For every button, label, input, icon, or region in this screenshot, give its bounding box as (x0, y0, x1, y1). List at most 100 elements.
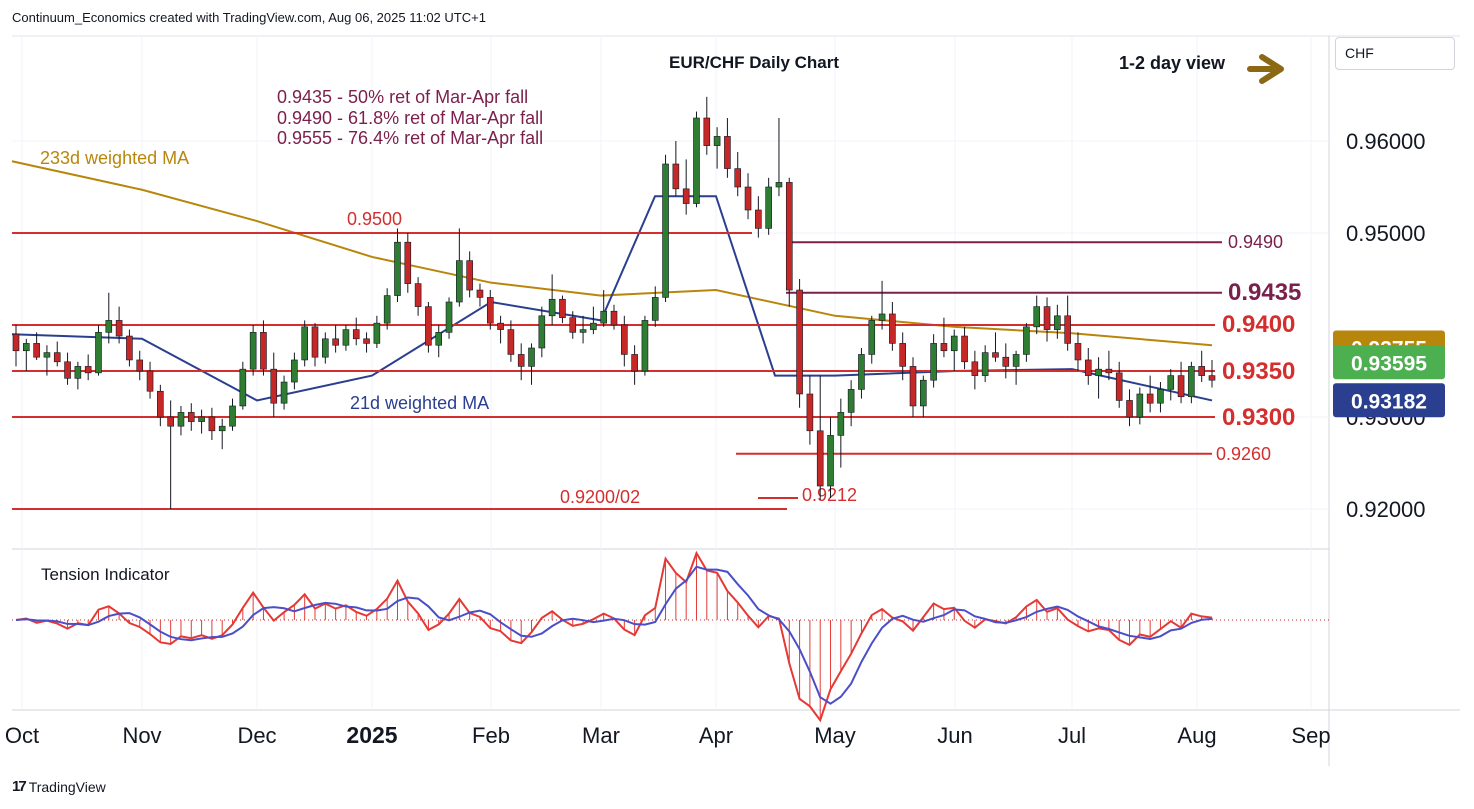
moving-averages (11, 160, 1213, 402)
candle-body (528, 347, 535, 367)
candle-body (909, 366, 917, 407)
candle-body (559, 298, 566, 318)
candle-body (466, 260, 473, 291)
candle-body (105, 320, 113, 333)
time-tick-label: Apr (699, 723, 733, 748)
candle-body (1095, 368, 1102, 376)
candle-body (889, 313, 896, 344)
price-badge (1333, 383, 1445, 418)
candle-body (517, 354, 525, 367)
candle-body (1084, 359, 1092, 376)
candle-body (641, 320, 649, 372)
candle-body (662, 163, 669, 298)
candle-body (1012, 354, 1020, 367)
time-tick-label: Nov (122, 723, 161, 748)
level-label: 0.9200/02 (560, 487, 640, 507)
candle-body (239, 368, 247, 407)
candle-body (961, 335, 968, 363)
candle-body (270, 368, 278, 404)
candle-body (878, 313, 886, 321)
chart-attribution: Continuum_Economics created with Trading… (12, 10, 486, 25)
candle-body (755, 209, 762, 229)
candle-body (785, 182, 793, 291)
candle-body (930, 343, 937, 381)
candle-body (806, 393, 814, 432)
candle-body (1126, 400, 1133, 418)
level-lines: 0.9500 0.9490 0.9435 0.9400 0.9350 0.9300 0.92… (12, 209, 1301, 510)
candle-body (394, 241, 401, 296)
tradingview-footer[interactable]: 17 TradingView (12, 778, 106, 795)
time-tick-label: Jun (937, 723, 972, 748)
candle-body (816, 430, 824, 487)
candle-body (538, 315, 546, 349)
time-tick-label: 2025 (346, 722, 397, 748)
candle-body (548, 298, 556, 317)
level-label: 0.9490 (1228, 232, 1283, 252)
price-tick-label: 0.96000 (1346, 129, 1426, 154)
candle-body (126, 335, 133, 361)
candle-body (218, 425, 226, 432)
candle-body (1188, 366, 1195, 398)
candle-body (198, 416, 205, 422)
candle-body (827, 435, 834, 487)
view-note: 1-2 day view (1119, 53, 1226, 73)
candle-body (971, 361, 979, 376)
candle-body (1136, 393, 1144, 418)
candle-body (43, 352, 51, 358)
candle-body (1002, 356, 1010, 367)
candle-body (507, 329, 515, 355)
candle-body (590, 322, 597, 330)
candle-body (847, 389, 855, 413)
candle-body (950, 335, 958, 352)
time-tick-label: May (814, 723, 856, 748)
level-label: 0.9260 (1216, 444, 1271, 464)
candle-body (249, 332, 257, 370)
candle-body (724, 136, 731, 169)
candle-body (291, 359, 298, 383)
chart-title: EUR/CHF Daily Chart (669, 53, 839, 72)
candle-body (631, 354, 638, 372)
candle-body (1115, 372, 1123, 401)
ma233-label: 233d weighted MA (40, 148, 189, 168)
candle-body (682, 188, 690, 204)
candle-body (775, 182, 783, 188)
level-label: 0.9350 (1222, 358, 1295, 385)
candle-body (858, 354, 865, 390)
candles (12, 96, 1216, 509)
time-tick-label: Sep (1291, 723, 1330, 748)
candle-body (1198, 366, 1205, 376)
candle-body (311, 326, 319, 358)
tradingview-logo-icon: 17 (12, 778, 27, 795)
time-tick-label: Jul (1058, 723, 1086, 748)
candle-body (476, 289, 484, 298)
candle-body (74, 366, 82, 379)
candle-body (157, 390, 164, 418)
candle-body (837, 412, 845, 436)
candle-body (95, 332, 102, 374)
fib-note-618: 0.9490 - 61.8% ret of Mar-Apr fall (277, 108, 543, 128)
candle-body (713, 136, 721, 146)
candle-body (383, 295, 391, 324)
currency-label[interactable]: CHF (1335, 37, 1455, 70)
candle-body (940, 343, 948, 352)
candle-body (456, 260, 463, 303)
level-label: 0.9435 (1228, 279, 1301, 306)
candle-body (342, 329, 350, 346)
candle-body (363, 338, 370, 344)
candle-body (301, 326, 308, 361)
candle-body (486, 297, 494, 324)
candle-body (992, 352, 999, 358)
fib-note-50: 0.9435 - 50% ret of Mar-Apr fall (277, 87, 528, 107)
candle-body (899, 343, 906, 367)
candle-body (414, 283, 422, 307)
right-arrow-icon (1247, 54, 1284, 84)
candle-body (1054, 315, 1061, 330)
level-label: 0.9500 (347, 209, 402, 229)
candle-body (146, 370, 154, 392)
candle-body (1105, 368, 1113, 374)
candle-body (796, 289, 803, 395)
candle-body (23, 343, 30, 352)
